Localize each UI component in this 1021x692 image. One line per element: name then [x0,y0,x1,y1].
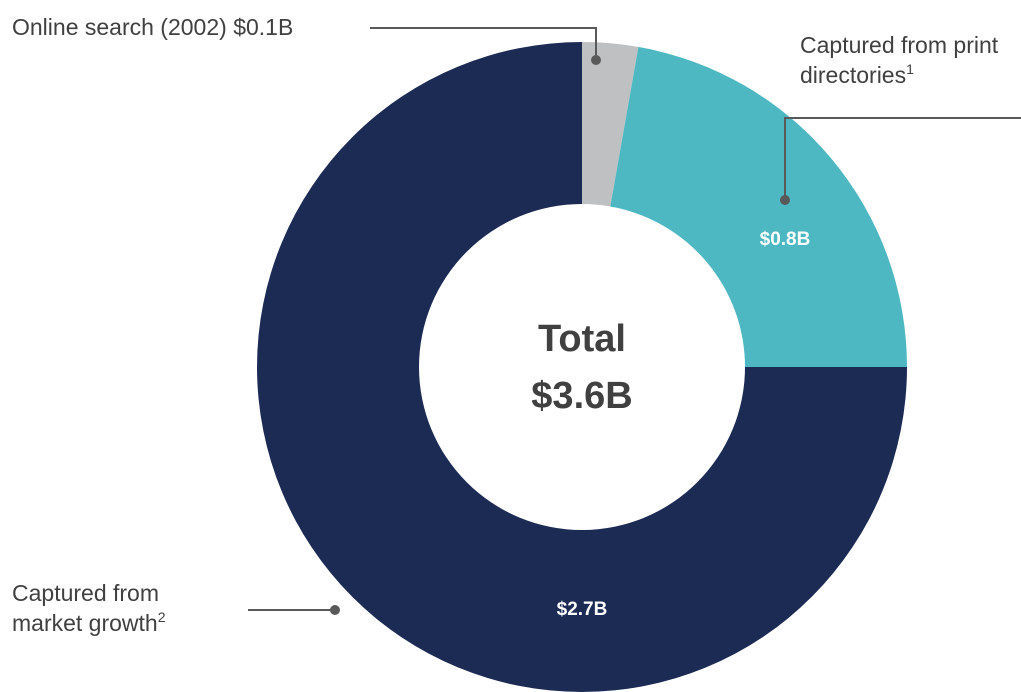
value-label: $0.8B [759,229,811,250]
category-label: Captured from market growth2 [12,578,222,638]
donut-slice [610,46,908,368]
category-label: Captured from print directories1 [800,30,1010,90]
category-name: Captured from print directories [800,32,999,88]
category-label: Online search (2002) $0.1B [12,12,293,42]
center-value: $3.6B [531,375,633,417]
leader-line [370,27,597,60]
leader-line [784,117,1021,200]
leader-dot [780,195,790,205]
category-name: Captured from market growth [12,580,160,636]
footnote-marker: 2 [157,609,166,625]
donut-slice [257,42,907,692]
footnote-marker: 1 [906,61,914,77]
leader-dot [591,55,601,65]
value-label: $2.7B [556,599,608,620]
category-name: Online search (2002) [12,14,227,40]
center-title: Total [538,318,626,360]
value-label: $0.1B [233,14,294,40]
leader-dot [330,605,340,615]
donut-slice [582,42,639,207]
